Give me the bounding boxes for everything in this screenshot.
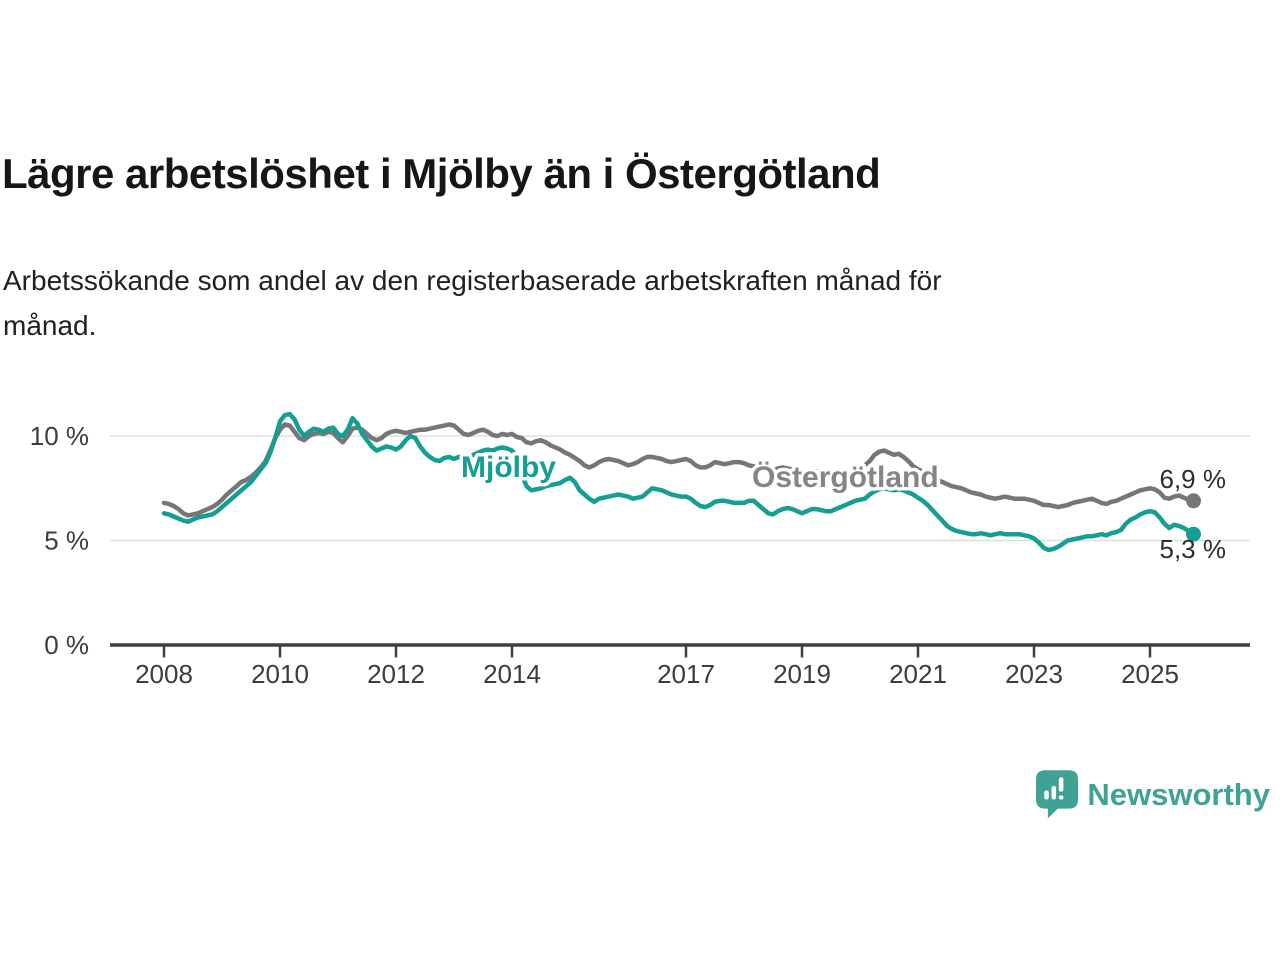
logo-bubble-shape — [1036, 770, 1079, 819]
x-tick-label-2008: 2008 — [135, 659, 193, 689]
ostergotland-end-value: 6,9 % — [1160, 464, 1227, 494]
page-title: Lägre arbetslöshet i Mjölby än i Östergö… — [2, 150, 881, 197]
logo-bar-dot — [1059, 795, 1064, 800]
logo-bar-3 — [1059, 777, 1064, 792]
x-tick-label-2019: 2019 — [773, 659, 831, 689]
x-tick-label-2012: 2012 — [367, 659, 425, 689]
x-tick-label-2014: 2014 — [483, 659, 541, 689]
x-tick-label-2017: 2017 — [657, 659, 715, 689]
x-tick-label-2010: 2010 — [251, 659, 309, 689]
y-tick-label-10: 10 % — [30, 421, 89, 451]
y-tick-label-0: 0 % — [44, 630, 89, 660]
y-tick-label-5: 5 % — [44, 526, 89, 556]
logo-bar-2 — [1051, 785, 1057, 800]
logo-bar-1 — [1044, 790, 1050, 800]
chart-subtitle-line1: Arbetssökande som andel av den registerb… — [3, 265, 942, 296]
series-line-ostergotland — [161, 422, 1196, 518]
mjolby-end-value: 5,3 % — [1160, 534, 1227, 564]
mjolby-end-dot — [1186, 526, 1201, 542]
chart-subtitle: Arbetssökande som andel av den registerb… — [3, 258, 942, 348]
newsworthy-logo[interactable]: Newsworthy — [1036, 770, 1270, 819]
newsworthy-logo-icon — [1036, 770, 1079, 819]
ostergotland-series-label: Östergötland — [752, 461, 939, 494]
series-line-mjolby — [161, 411, 1196, 553]
x-tick-label-2023: 2023 — [1005, 659, 1063, 689]
x-tick-label-2021: 2021 — [889, 659, 947, 689]
x-tick-label-2025: 2025 — [1121, 659, 1179, 689]
ostergotland-end-dot — [1186, 493, 1201, 509]
chart-subtitle-line2: månad. — [3, 310, 97, 341]
unemployment-line-chart: 2008 2010 2012 2014 2017 2019 2021 2023 2025 0 % 5… — [30, 411, 1250, 689]
newsworthy-logo-text: Newsworthy — [1087, 776, 1270, 812]
mjolby-series-label: Mjölby — [461, 451, 556, 484]
